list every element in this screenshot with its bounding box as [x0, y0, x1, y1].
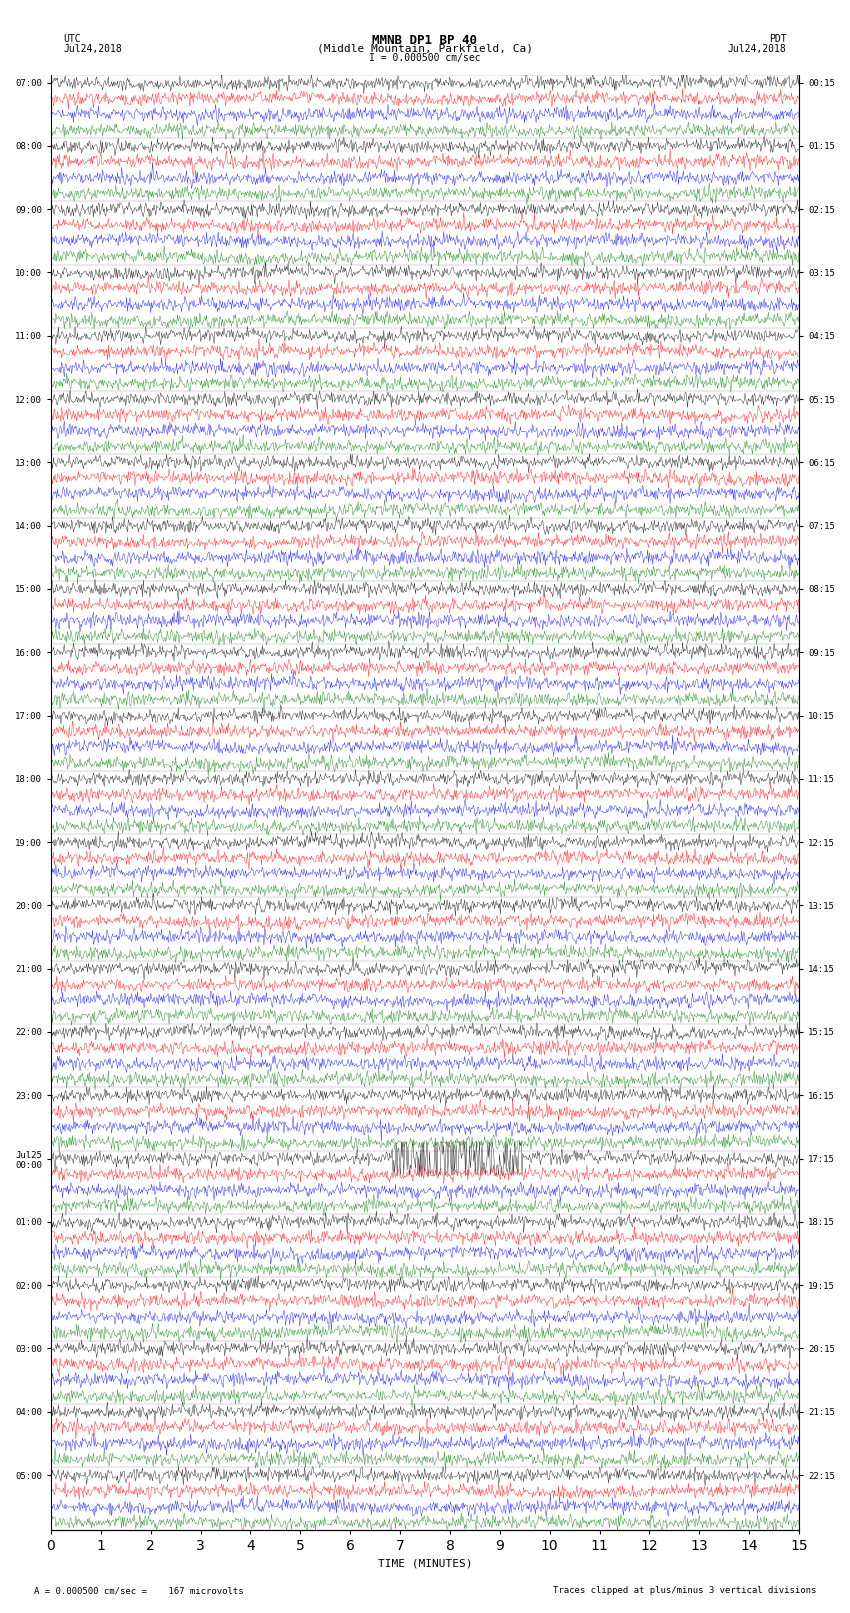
Text: A = 0.000500 cm/sec =    167 microvolts: A = 0.000500 cm/sec = 167 microvolts: [34, 1586, 244, 1595]
Text: Jul24,2018: Jul24,2018: [64, 44, 122, 53]
Text: UTC: UTC: [64, 34, 82, 44]
Text: MMNB DP1 BP 40: MMNB DP1 BP 40: [372, 34, 478, 47]
Text: I = 0.000500 cm/sec: I = 0.000500 cm/sec: [369, 53, 481, 63]
Text: (Middle Mountain, Parkfield, Ca): (Middle Mountain, Parkfield, Ca): [317, 44, 533, 53]
Text: PDT: PDT: [768, 34, 786, 44]
Text: Traces clipped at plus/minus 3 vertical divisions: Traces clipped at plus/minus 3 vertical …: [552, 1586, 816, 1595]
Text: Jul24,2018: Jul24,2018: [728, 44, 786, 53]
X-axis label: TIME (MINUTES): TIME (MINUTES): [377, 1560, 473, 1569]
